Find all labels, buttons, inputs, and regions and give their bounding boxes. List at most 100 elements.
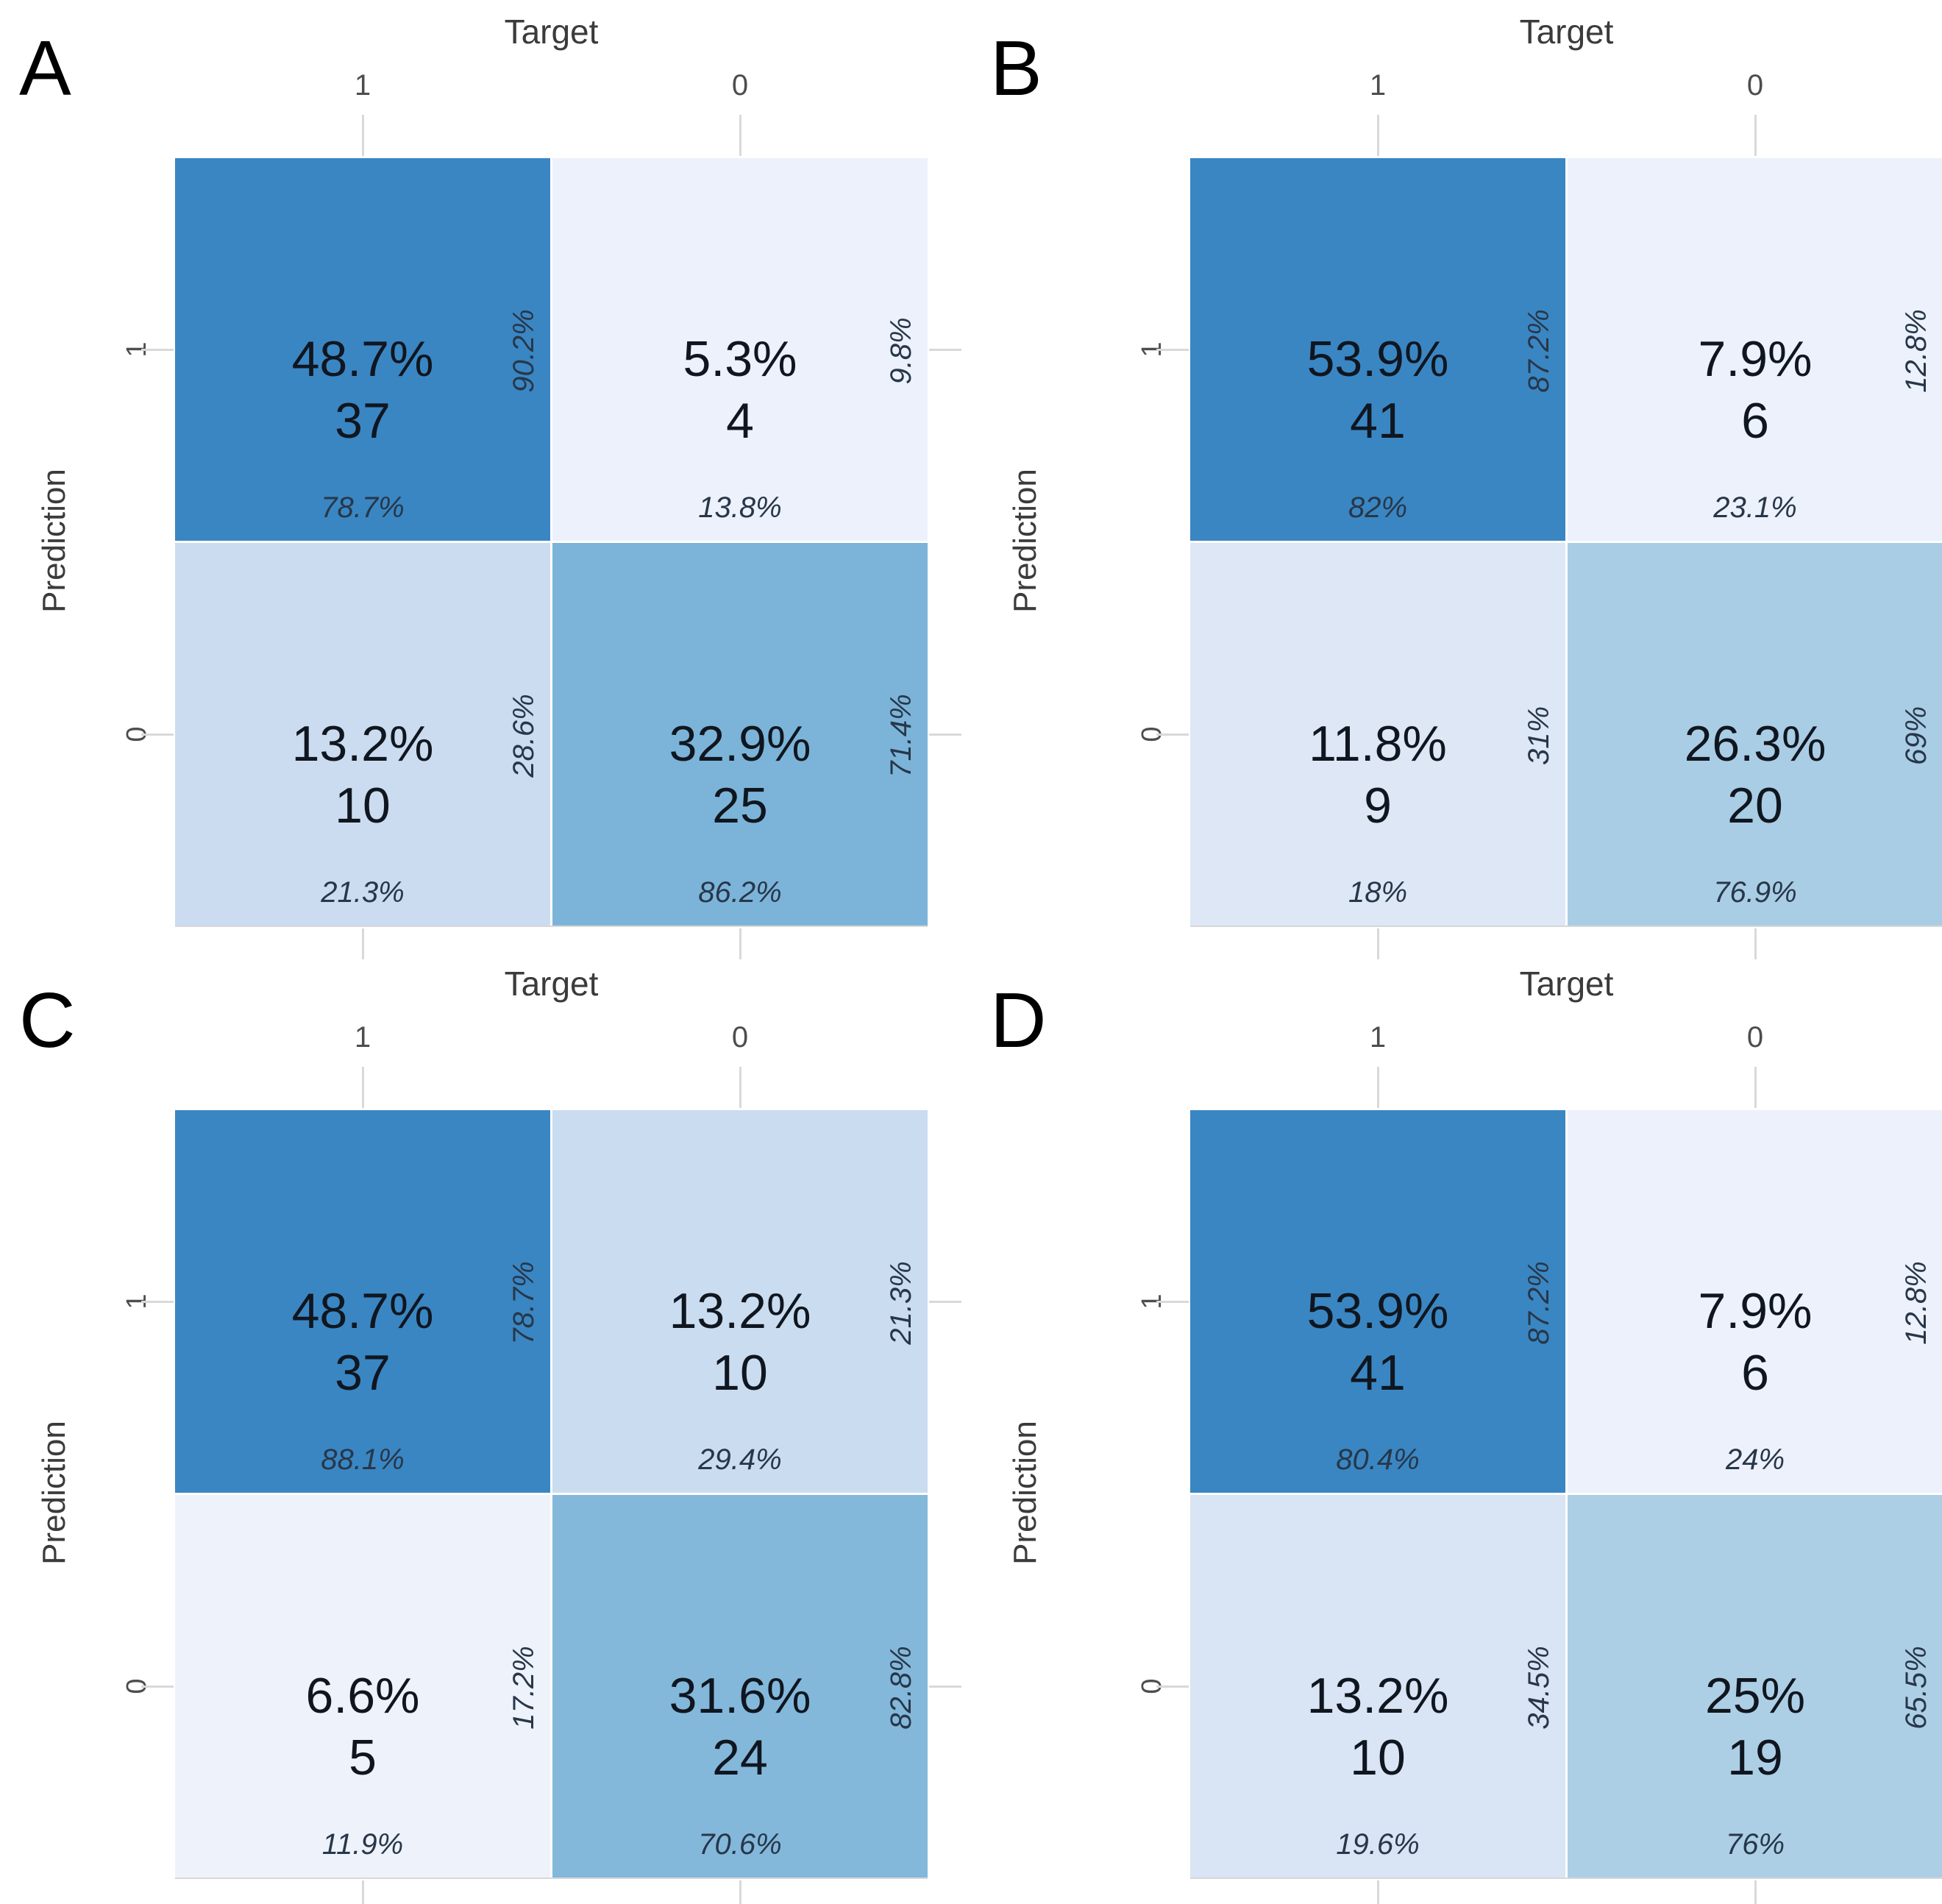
cell-count: 9 (1364, 778, 1392, 834)
matrix-cell-pred1-target0: 7.9% 6 12.8% 24% (1568, 1110, 1942, 1493)
cell-count: 10 (1350, 1730, 1406, 1786)
cell-count: 37 (335, 393, 391, 449)
panel-a: A Target 1 0 Prediction 1 0 48.7% 37 90.… (0, 0, 971, 959)
panel-b: B Target 1 0 Prediction 1 0 53.9% 41 87.… (971, 0, 1942, 959)
cell-side-percent: 90.2% (508, 309, 540, 393)
cell-side-percent: 12.8% (1900, 1261, 1932, 1345)
panel-letter: D (990, 977, 1047, 1064)
cell-percent: 26.3% (1684, 716, 1827, 772)
cell-bottom-percent: 86.2% (698, 876, 782, 909)
confusion-matrix: 48.7% 37 78.7% 88.1% 13.2% 10 21.3% 29.4… (175, 1110, 928, 1879)
matrix-cell-pred1-target1: 53.9% 41 87.2% 80.4% (1190, 1110, 1565, 1493)
y-axis-title: Prediction (36, 1421, 72, 1565)
cell-bottom-percent: 88.1% (321, 1443, 405, 1476)
x-axis-title: Target (1519, 13, 1614, 51)
cell-count: 4 (726, 393, 754, 449)
cell-bottom-percent: 70.6% (698, 1828, 782, 1861)
cell-bottom-percent: 11.9% (321, 1828, 404, 1861)
cell-bottom-percent: 19.6% (1336, 1828, 1420, 1861)
axis-tick (929, 349, 961, 351)
matrix-cell-pred0-target1: 13.2% 10 34.5% 19.6% (1190, 1495, 1565, 1878)
cell-percent: 25% (1704, 1668, 1806, 1724)
cell-count: 37 (335, 1345, 391, 1401)
cell-side-percent: 28.6% (508, 694, 540, 778)
panel-letter: A (19, 25, 71, 112)
panel-c: C Target 1 0 Prediction 1 0 48.7% 37 78.… (0, 952, 971, 1904)
x-axis-title: Target (504, 13, 599, 51)
cell-side-percent: 17.2% (508, 1646, 540, 1730)
cell-bottom-percent: 29.4% (698, 1443, 782, 1476)
cell-side-percent: 34.5% (1523, 1646, 1555, 1730)
matrix-cell-pred0-target0: 32.9% 25 71.4% 86.2% (552, 543, 928, 926)
axis-tick (1754, 1880, 1757, 1904)
matrix-cell-pred1-target0: 7.9% 6 12.8% 23.1% (1568, 158, 1942, 541)
cell-count: 24 (712, 1730, 768, 1786)
confusion-matrix: 53.9% 41 87.2% 82% 7.9% 6 12.8% 23.1% 11… (1190, 158, 1942, 927)
cell-side-percent: 78.7% (508, 1261, 540, 1345)
cell-percent: 5.3% (683, 331, 797, 387)
cell-percent: 31.6% (669, 1668, 811, 1724)
matrix-cell-pred1-target0: 13.2% 10 21.3% 29.4% (552, 1110, 928, 1493)
cell-bottom-percent: 80.4% (1336, 1443, 1420, 1476)
y-axis-title: Prediction (1007, 1421, 1043, 1565)
cell-percent: 13.2% (291, 716, 434, 772)
cell-percent: 53.9% (1306, 331, 1449, 387)
x-axis-title: Target (504, 965, 599, 1003)
cell-percent: 48.7% (291, 1283, 434, 1339)
axis-tick (1377, 1880, 1379, 1904)
cell-percent: 7.9% (1698, 331, 1813, 387)
panel-letter: B (990, 25, 1042, 112)
cell-side-percent: 12.8% (1900, 309, 1932, 393)
cell-bottom-percent: 76.9% (1713, 876, 1797, 909)
cell-count: 41 (1350, 1345, 1406, 1401)
cell-bottom-percent: 76% (1725, 1828, 1785, 1861)
cell-side-percent: 87.2% (1523, 309, 1555, 393)
x-tick-label: 0 (1746, 69, 1764, 102)
axis-tick (929, 1685, 961, 1688)
axis-tick (141, 1685, 174, 1688)
axis-tick (1754, 928, 1757, 959)
matrix-cell-pred0-target1: 6.6% 5 17.2% 11.9% (175, 1495, 550, 1878)
cell-side-percent: 65.5% (1900, 1646, 1932, 1730)
cell-bottom-percent: 23.1% (1713, 491, 1797, 524)
cell-percent: 53.9% (1306, 1283, 1449, 1339)
panel-letter: C (19, 977, 76, 1064)
axis-tick (362, 115, 364, 156)
matrix-cell-pred1-target1: 48.7% 37 90.2% 78.7% (175, 158, 550, 541)
axis-tick (739, 115, 741, 156)
cell-bottom-percent: 78.7% (321, 491, 405, 524)
cell-side-percent: 87.2% (1523, 1261, 1555, 1345)
x-tick-label: 0 (731, 69, 749, 102)
x-tick-label: 1 (1369, 69, 1387, 102)
cell-side-percent: 9.8% (885, 317, 917, 385)
cell-bottom-percent: 18% (1348, 876, 1408, 909)
cell-count: 6 (1741, 1345, 1769, 1401)
x-axis-title: Target (1519, 965, 1614, 1003)
axis-tick (739, 928, 741, 959)
axis-tick (1156, 733, 1189, 736)
x-tick-label: 1 (1369, 1021, 1387, 1054)
cell-bottom-percent: 13.8% (698, 491, 782, 524)
x-tick-label: 1 (354, 69, 371, 102)
cell-count: 19 (1727, 1730, 1783, 1786)
cell-count: 5 (349, 1730, 377, 1786)
axis-tick (929, 1301, 961, 1303)
matrix-cell-pred1-target1: 48.7% 37 78.7% 88.1% (175, 1110, 550, 1493)
matrix-cell-pred1-target0: 5.3% 4 9.8% 13.8% (552, 158, 928, 541)
cell-percent: 48.7% (291, 331, 434, 387)
matrix-cell-pred0-target1: 13.2% 10 28.6% 21.3% (175, 543, 550, 926)
cell-count: 25 (712, 778, 768, 834)
y-axis-title: Prediction (1007, 469, 1043, 613)
axis-tick (1156, 1301, 1189, 1303)
cell-count: 10 (712, 1345, 768, 1401)
cell-bottom-percent: 24% (1725, 1443, 1785, 1476)
cell-count: 6 (1741, 393, 1769, 449)
matrix-cell-pred0-target0: 25% 19 65.5% 76% (1568, 1495, 1942, 1878)
cell-percent: 11.8% (1309, 716, 1447, 772)
axis-tick (362, 928, 364, 959)
cell-percent: 6.6% (305, 1668, 420, 1724)
axis-tick (739, 1067, 741, 1108)
cell-side-percent: 21.3% (885, 1261, 917, 1345)
cell-bottom-percent: 21.3% (321, 876, 405, 909)
